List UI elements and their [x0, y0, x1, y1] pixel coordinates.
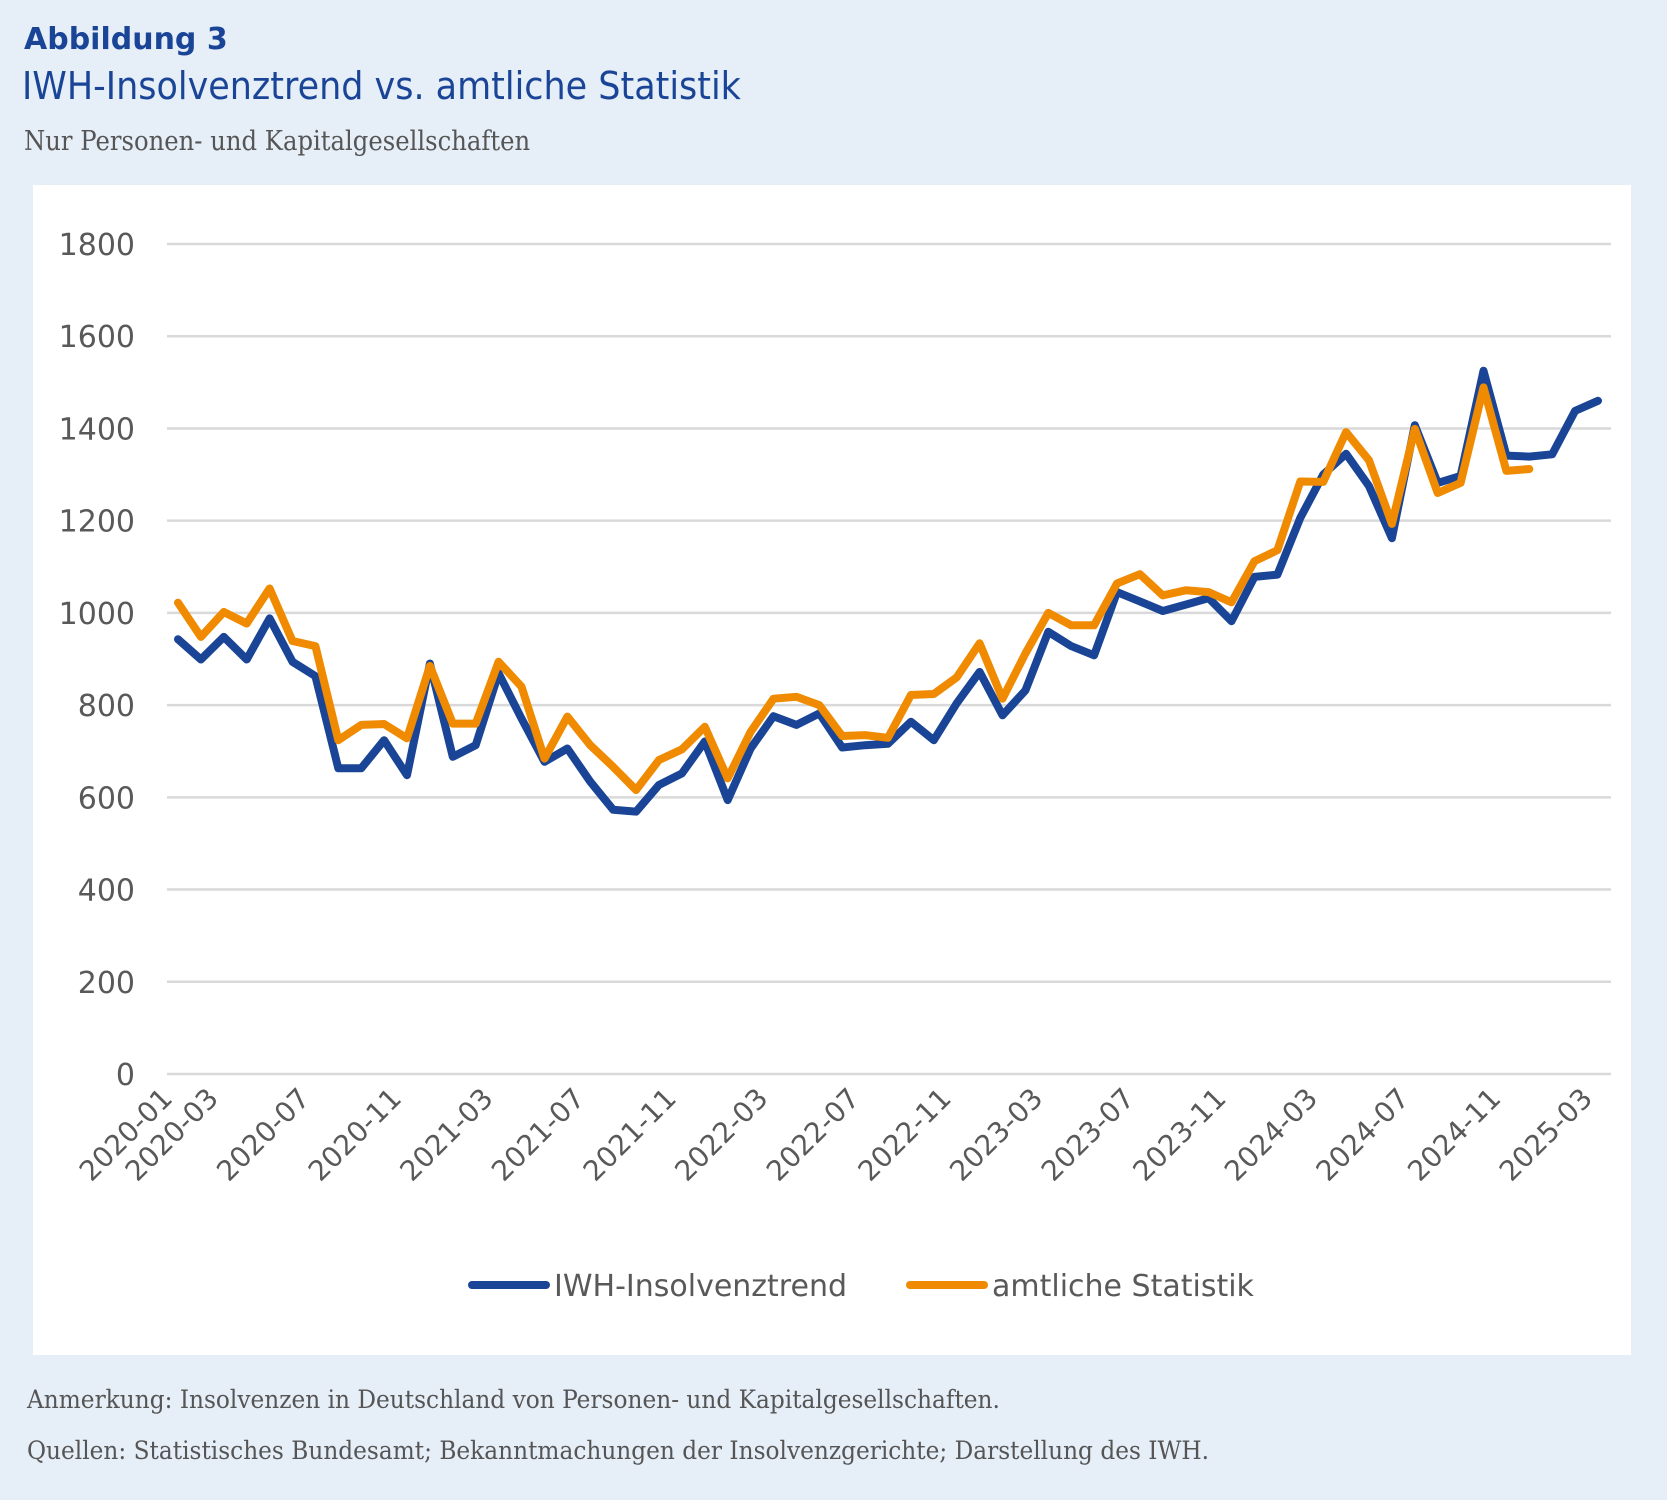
figure-label: Abbildung 3	[24, 22, 228, 57]
legend-label-official: amtliche Statistik	[992, 1269, 1255, 1304]
y-tick-label: 0	[116, 1058, 135, 1093]
x-tick-label: 2022-07	[760, 1082, 866, 1188]
x-tick-label: 2025-03	[1493, 1082, 1599, 1188]
x-tick-label: 2021-07	[485, 1082, 591, 1188]
x-tick-label: 2023-07	[1035, 1082, 1141, 1188]
series-lines	[174, 366, 1602, 816]
y-tick-label: 1400	[59, 412, 135, 447]
y-tick-label: 1200	[59, 505, 135, 540]
x-axis-ticks: 2020-012020-032020-072020-112021-032021-…	[73, 1082, 1599, 1188]
y-tick-label: 200	[78, 966, 135, 1001]
x-tick-label: 2023-11	[1126, 1082, 1232, 1188]
y-tick-label: 1600	[59, 320, 135, 355]
footnote-sources: Quellen: Statistisches Bundesamt; Bekann…	[27, 1436, 1210, 1465]
y-axis-ticks: 0 200 400 600 800 1000 1200 1400 1600 1800	[59, 228, 135, 1093]
gridlines	[167, 242, 1611, 1076]
series-line-official	[174, 383, 1534, 794]
x-tick-label: 2024-03	[1218, 1082, 1324, 1188]
x-tick-label: 2022-11	[852, 1082, 958, 1188]
x-tick-label: 2024-11	[1401, 1082, 1507, 1188]
chart-title: IWH-Insolvenztrend vs. amtliche Statisti…	[22, 64, 741, 108]
x-tick-label: 2021-03	[394, 1082, 500, 1188]
x-tick-label: 2021-11	[577, 1082, 683, 1188]
y-tick-label: 600	[78, 781, 135, 816]
x-tick-label: 2023-03	[943, 1082, 1049, 1188]
chart-subtitle: Nur Personen- und Kapitalgesellschaften	[24, 126, 531, 157]
y-tick-label: 1800	[59, 228, 135, 263]
legend-label-iwh: IWH-Insolvenztrend	[554, 1269, 847, 1304]
footnote-annotation: Anmerkung: Insolvenzen in Deutschland vo…	[27, 1385, 1000, 1414]
x-tick-label: 2022-03	[668, 1082, 774, 1188]
y-tick-label: 1000	[59, 597, 135, 632]
x-tick-label: 2024-07	[1310, 1082, 1416, 1188]
x-tick-label: 2020-07	[210, 1082, 316, 1188]
x-tick-label: 2020-11	[302, 1082, 408, 1188]
series-line-iwh	[174, 366, 1602, 816]
legend: IWH-Insolvenztrend amtliche Statistik	[468, 1269, 1255, 1304]
chart-panel	[33, 185, 1631, 1355]
y-tick-label: 800	[78, 689, 135, 724]
y-tick-label: 400	[78, 874, 135, 909]
